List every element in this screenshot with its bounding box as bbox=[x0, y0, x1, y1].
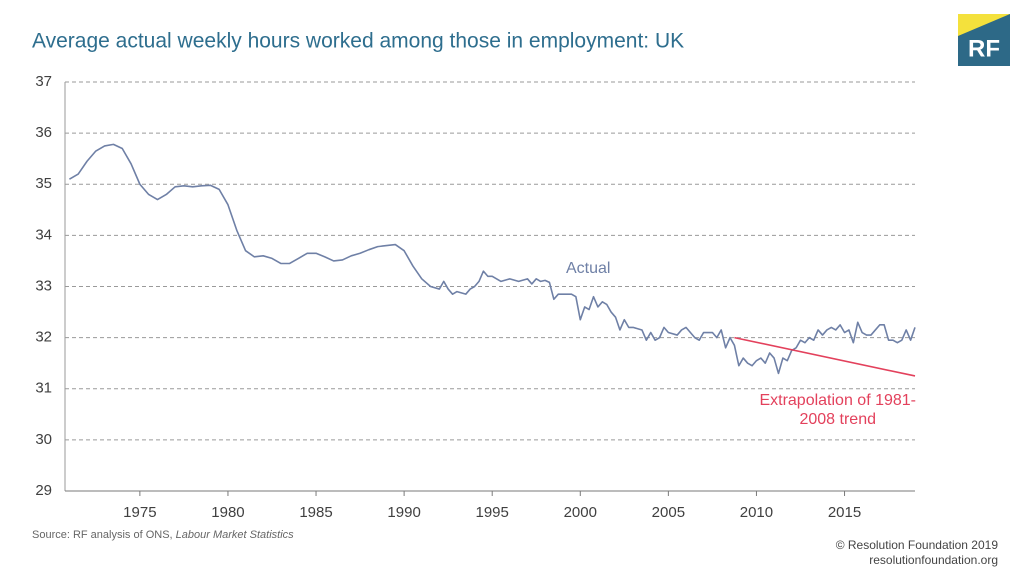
x-tick-label: 2010 bbox=[740, 504, 773, 521]
x-tick-label: 1985 bbox=[299, 504, 332, 521]
annotation: Extrapolation of 1981- bbox=[759, 392, 916, 409]
y-tick-label: 36 bbox=[35, 124, 52, 141]
x-tick-label: 1980 bbox=[211, 504, 244, 521]
x-tick-label: 2005 bbox=[652, 504, 685, 521]
source: Source: RF analysis of ONS, Labour Marke… bbox=[32, 529, 294, 541]
y-tick-label: 35 bbox=[35, 175, 52, 192]
source-italic: Labour Market Statistics bbox=[176, 529, 294, 541]
x-tick-label: 1990 bbox=[387, 504, 420, 521]
x-tick-label: 2015 bbox=[828, 504, 861, 521]
footer: © Resolution Foundation 2019 bbox=[836, 538, 999, 552]
x-tick-label: 1975 bbox=[123, 504, 156, 521]
chart-title: Average actual weekly hours worked among… bbox=[32, 30, 684, 53]
source-text: Source: RF analysis of ONS, bbox=[32, 529, 176, 541]
logo: RF bbox=[958, 14, 1010, 66]
x-tick-label: 2000 bbox=[564, 504, 597, 521]
line-series bbox=[69, 143, 916, 375]
line-series bbox=[734, 336, 916, 377]
y-tick-label: 34 bbox=[35, 226, 52, 243]
y-tick-label: 29 bbox=[35, 482, 52, 499]
annotation: Actual bbox=[566, 260, 610, 277]
y-tick-label: 37 bbox=[35, 73, 52, 90]
y-tick-label: 33 bbox=[35, 277, 52, 294]
y-tick-label: 32 bbox=[35, 329, 52, 346]
logo-text: RF bbox=[968, 35, 1000, 62]
annotation: 2008 trend bbox=[799, 411, 876, 428]
logo-accent bbox=[958, 14, 1010, 36]
y-tick-label: 31 bbox=[35, 380, 52, 397]
x-tick-label: 1995 bbox=[476, 504, 509, 521]
y-tick-label: 30 bbox=[35, 431, 52, 448]
footer: resolutionfoundation.org bbox=[869, 553, 998, 567]
